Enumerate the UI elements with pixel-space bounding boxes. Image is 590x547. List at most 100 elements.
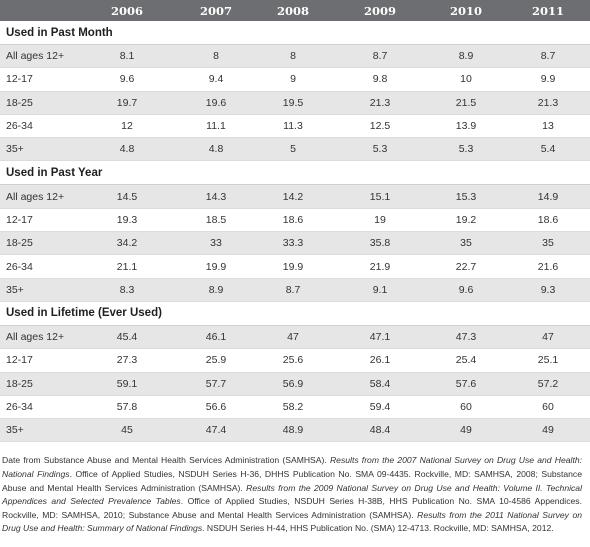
table-cell: 35.8	[334, 231, 426, 256]
table-cell: 22.7	[426, 254, 506, 279]
row-label: All ages 12+	[0, 325, 74, 350]
table-cell: 11.1	[180, 114, 252, 139]
table-cell: 57.8	[74, 395, 180, 420]
header-year: 2010	[426, 0, 506, 21]
row-label: All ages 12+	[0, 184, 74, 209]
table-cell: 47.3	[426, 325, 506, 350]
table-cell: 12.5	[334, 114, 426, 139]
source-footnote: Date from Substance Abuse and Mental Hea…	[0, 442, 590, 536]
table-cell: 21.9	[334, 254, 426, 279]
row-label: 35+	[0, 418, 74, 443]
header-year: 2008	[252, 0, 334, 21]
table-cell: 21.3	[506, 91, 590, 115]
table-cell: 49	[426, 418, 506, 443]
page: 2006 2007 2008 2009 2010 2011 Used in Past Mo…	[0, 0, 590, 536]
footnote-title: Results from the 2007 National Survey on…	[2, 455, 582, 480]
row-label: 12-17	[0, 348, 74, 373]
row-label: 18-25	[0, 91, 74, 115]
table-row: 35+ 8.3 8.9 8.7 9.1 9.6 9.3	[0, 278, 590, 302]
table-cell: 9.9	[506, 67, 590, 92]
table-cell: 49	[506, 418, 590, 443]
table-cell: 21.3	[334, 91, 426, 115]
table-cell: 19.3	[74, 208, 180, 233]
table-row: 12-17 19.3 18.5 18.6 19 19.2 18.6	[0, 208, 590, 233]
table-cell: 4.8	[74, 137, 180, 162]
table-cell: 5.4	[506, 137, 590, 162]
section-title: Used in Past Year	[0, 160, 590, 186]
table-cell: 58.4	[334, 372, 426, 396]
footnote-text: . Office of Applied Studies, NSDUH Serie…	[2, 469, 582, 493]
table-cell: 13	[506, 114, 590, 139]
table-cell: 9.6	[74, 67, 180, 92]
table-cell: 57.7	[180, 372, 252, 396]
table-cell: 11.3	[252, 114, 334, 139]
table-cell: 8.7	[506, 44, 590, 69]
table-header: 2006 2007 2008 2009 2010 2011	[0, 0, 590, 21]
table-row: All ages 12+ 45.4 46.1 47 47.1 47.3 47	[0, 325, 590, 350]
table-cell: 9.8	[334, 67, 426, 92]
table-cell: 19.2	[426, 208, 506, 233]
table-cell: 25.4	[426, 348, 506, 373]
data-table: 2006 2007 2008 2009 2010 2011 Used in Past Mo…	[0, 0, 590, 443]
table-cell: 8.3	[74, 278, 180, 302]
table-row: 12-17 27.3 25.9 25.6 26.1 25.4 25.1	[0, 348, 590, 373]
section-header-row: Used in Past Month	[0, 21, 590, 45]
header-year: 2009	[334, 0, 426, 21]
header-row: 2006 2007 2008 2009 2010 2011	[0, 0, 590, 21]
table-cell: 47	[252, 325, 334, 350]
row-label: 35+	[0, 137, 74, 162]
row-label: All ages 12+	[0, 44, 74, 69]
table-row: 26-34 12 11.1 11.3 12.5 13.9 13	[0, 114, 590, 139]
table-cell: 8	[180, 44, 252, 69]
table-cell: 19.9	[252, 254, 334, 279]
table-cell: 19.7	[74, 91, 180, 115]
table-cell: 56.9	[252, 372, 334, 396]
table-cell: 5.3	[426, 137, 506, 162]
row-label: 18-25	[0, 231, 74, 256]
table-row: 18-25 19.7 19.6 19.5 21.3 21.5 21.3	[0, 91, 590, 115]
footnote-title: Results from the 2011 National Survey on…	[2, 509, 583, 534]
footnote-text: . NSDUH Series H-44, HHS Publication No.…	[202, 523, 554, 534]
table-cell: 21.5	[426, 91, 506, 115]
table-cell: 46.1	[180, 325, 252, 350]
table-cell: 48.4	[334, 418, 426, 443]
table-row: 35+ 4.8 4.8 5 5.3 5.3 5.4	[0, 137, 590, 162]
table-cell: 47	[506, 325, 590, 350]
row-label: 26-34	[0, 254, 74, 279]
footnote-text: Date from Substance Abuse and Mental Hea…	[2, 455, 330, 466]
table-cell: 8.7	[252, 278, 334, 302]
table-cell: 47.4	[180, 418, 252, 443]
table-cell: 14.9	[506, 184, 590, 209]
table-cell: 25.1	[506, 348, 590, 373]
table-cell: 5.3	[334, 137, 426, 162]
table-cell: 59.4	[334, 395, 426, 420]
table-cell: 57.6	[426, 372, 506, 396]
table-cell: 9.1	[334, 278, 426, 302]
footnote-text: . Office of Applied Studies, NSDUH Serie…	[2, 496, 582, 520]
header-year: 2007	[180, 0, 252, 21]
table-cell: 47.1	[334, 325, 426, 350]
table-cell: 14.2	[252, 184, 334, 209]
table-cell: 33	[180, 231, 252, 256]
table-cell: 12	[74, 114, 180, 139]
table-row: 35+ 45 47.4 48.9 48.4 49 49	[0, 418, 590, 443]
header-year: 2011	[506, 0, 590, 21]
table-cell: 33.3	[252, 231, 334, 256]
section-header-row: Used in Lifetime (Ever Used)	[0, 301, 590, 326]
table-cell: 18.6	[252, 208, 334, 233]
table-row: All ages 12+ 8.1 8 8 8.7 8.9 8.7	[0, 44, 590, 69]
table-cell: 19.9	[180, 254, 252, 279]
table-cell: 19.5	[252, 91, 334, 115]
table-cell: 14.3	[180, 184, 252, 209]
table-cell: 21.6	[506, 254, 590, 279]
table-cell: 8	[252, 44, 334, 69]
table-row: 26-34 57.8 56.6 58.2 59.4 60 60	[0, 395, 590, 420]
table-cell: 21.1	[74, 254, 180, 279]
table-cell: 34.2	[74, 231, 180, 256]
table-cell: 8.1	[74, 44, 180, 69]
row-label: 26-34	[0, 395, 74, 420]
table-cell: 8.7	[334, 44, 426, 69]
table-cell: 8.9	[426, 44, 506, 69]
table-cell: 9.6	[426, 278, 506, 302]
table-cell: 5	[252, 137, 334, 162]
